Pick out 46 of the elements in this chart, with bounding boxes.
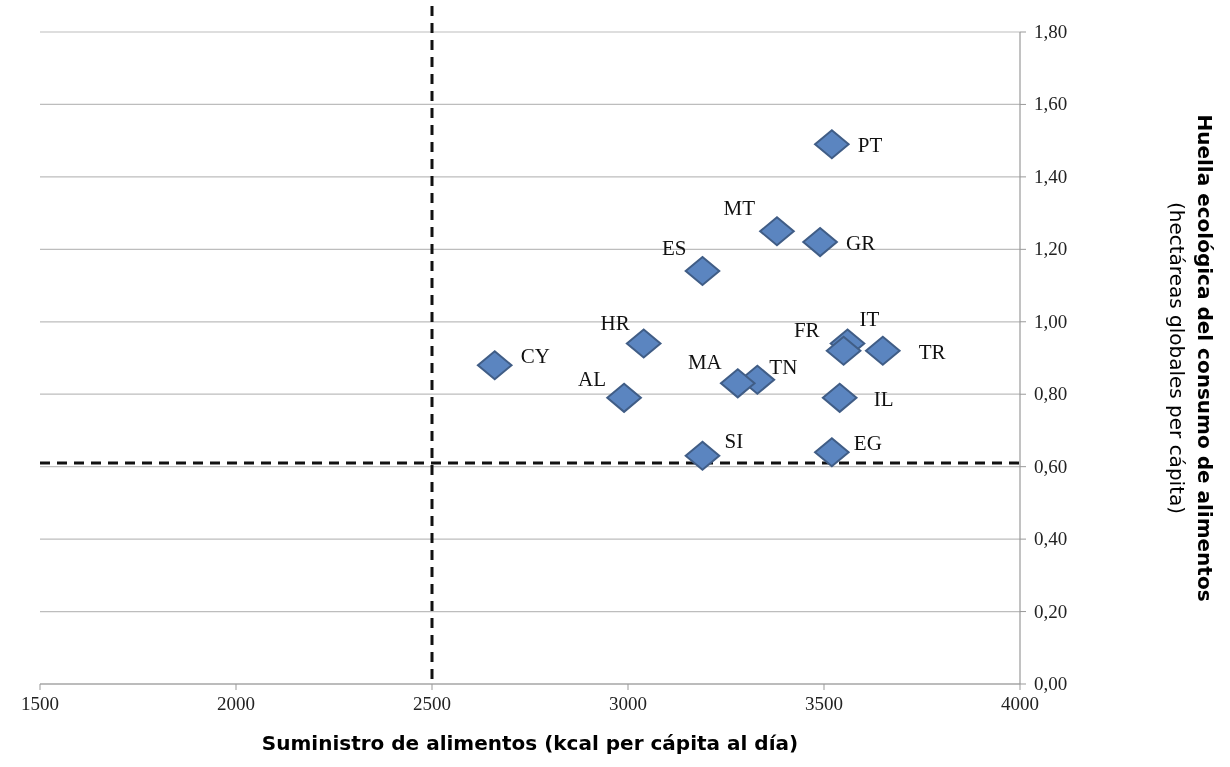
point	[625, 328, 662, 359]
annotation: EG	[853, 431, 882, 456]
point	[759, 216, 795, 247]
y-tick-label: 1,80	[1034, 21, 1068, 42]
annotation: IL	[873, 386, 894, 411]
annotation: TN	[769, 354, 798, 379]
y-tick-label: 0,00	[1034, 673, 1068, 694]
point	[814, 129, 850, 160]
annotation: FR	[793, 317, 820, 342]
x-tick-label: 2500	[413, 693, 451, 714]
y-tick-label: 1,40	[1034, 165, 1068, 187]
y-tick-label: 0,60	[1034, 455, 1068, 477]
annotation: AL	[578, 366, 607, 391]
y-tick-label: 1,00	[1034, 310, 1068, 332]
annotation: PT	[857, 133, 883, 158]
annotation: TR	[918, 339, 946, 364]
x-tick-label: 3500	[805, 693, 843, 714]
point	[821, 382, 858, 413]
y-axis-title: Huella ecológica del consumo de alimentos (hectáreas globales per cápita)	[1165, 114, 1217, 602]
point	[476, 350, 513, 381]
x-tick-label: 2000	[217, 693, 255, 714]
annotation: GR	[846, 231, 876, 256]
point	[865, 335, 901, 366]
annotation: ES	[661, 236, 687, 261]
x-tick-label: 3000	[609, 693, 647, 714]
y-tick-label: 0,20	[1034, 600, 1068, 622]
point	[606, 382, 642, 413]
point	[684, 440, 721, 471]
annotation: MA	[687, 350, 723, 375]
annotation: HR	[600, 310, 630, 335]
x-tick-label: 4000	[1001, 693, 1039, 714]
point	[719, 368, 756, 399]
y-tick-label: 1,20	[1034, 238, 1068, 260]
y-tick-label: 0,80	[1034, 383, 1068, 405]
annotation: MT	[723, 196, 756, 221]
point	[684, 256, 721, 287]
y-tick-label: 0,40	[1034, 528, 1068, 550]
y-tick-label: 1,60	[1034, 93, 1068, 115]
annotation: IT	[859, 306, 880, 331]
point	[814, 437, 850, 468]
x-axis-title: Suministro de alimentos (kcal per cápita al día)	[261, 731, 799, 755]
point	[825, 335, 862, 366]
annotation: CY	[520, 344, 550, 369]
annotation: SI	[724, 428, 744, 453]
point	[802, 227, 838, 258]
x-tick-label: 1500	[21, 693, 59, 714]
